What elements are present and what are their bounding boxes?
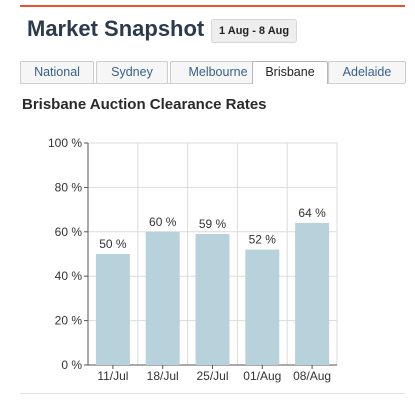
tab-brisbane[interactable]: Brisbane xyxy=(252,61,328,84)
x-tick-label: 25/Jul xyxy=(196,369,228,383)
x-tick-label: 01/Aug xyxy=(243,369,281,383)
chart-title: Brisbane Auction Clearance Rates xyxy=(22,96,267,113)
footer-divider xyxy=(20,393,405,394)
y-tick-label: 0 % xyxy=(61,358,82,372)
bar xyxy=(195,234,230,365)
y-tick-label: 60 % xyxy=(55,225,83,239)
bar xyxy=(145,231,180,365)
tab-melbourne[interactable]: Melbourne xyxy=(170,61,266,83)
bar xyxy=(245,249,280,365)
city-tabs: National Sydney Melbourne Brisbane Adela… xyxy=(20,61,406,84)
bar xyxy=(95,254,130,365)
tab-national[interactable]: National xyxy=(20,61,94,83)
y-tick-label: 100 % xyxy=(48,136,82,150)
header-accent-rule xyxy=(20,5,405,7)
tab-adelaide[interactable]: Adelaide xyxy=(328,61,406,83)
tab-baseline xyxy=(20,83,405,84)
bar-value-label: 64 % xyxy=(298,206,326,220)
y-tick-label: 40 % xyxy=(55,269,83,283)
x-tick-label: 08/Aug xyxy=(293,369,331,383)
x-tick-label: 11/Jul xyxy=(97,369,128,383)
bar-value-label: 50 % xyxy=(99,237,127,251)
page-title: Market Snapshot xyxy=(27,16,205,41)
x-tick-label: 18/Jul xyxy=(147,369,179,383)
bar-value-label: 52 % xyxy=(249,233,277,247)
tab-sydney[interactable]: Sydney xyxy=(96,61,168,83)
bar xyxy=(295,222,330,365)
bar-value-label: 60 % xyxy=(149,215,177,229)
y-tick-label: 80 % xyxy=(55,180,83,194)
date-range-badge: 1 Aug - 8 Aug xyxy=(211,19,298,43)
bar-value-label: 59 % xyxy=(199,217,227,231)
y-tick-label: 20 % xyxy=(55,314,83,328)
